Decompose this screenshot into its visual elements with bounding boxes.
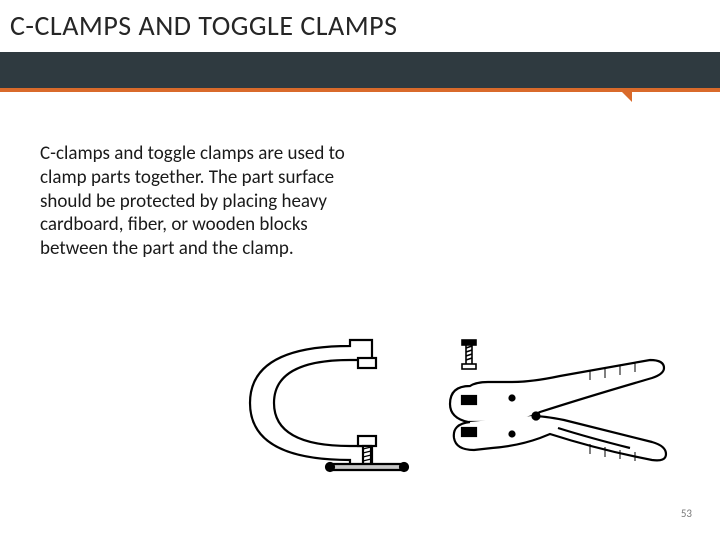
- logo-main-text: AER SPACE: [574, 31, 696, 55]
- slide-title: C-CLAMPS AND TOGGLE CLAMPS: [10, 8, 398, 43]
- slide-title-area: C-CLAMPS AND TOGGLE CLAMPS: [10, 8, 398, 43]
- c-clamp-icon: [250, 340, 408, 471]
- slide: C-CLAMPS AND TOGGLE CLAMPS COREPLUS AER S…: [0, 0, 720, 540]
- toggle-clamp-icon: [450, 340, 666, 461]
- clamps-illustration: [200, 328, 680, 478]
- logo-left: AER: [574, 31, 615, 55]
- logo-top-text: COREPLUS: [574, 18, 696, 29]
- brand-logo: COREPLUS AER SPACE: [574, 18, 696, 55]
- logo-globe-icon: [615, 31, 631, 55]
- logo-right: SPACE: [631, 31, 696, 55]
- header-orange-rule: [0, 88, 720, 92]
- header-orange-notch: [618, 88, 632, 102]
- page-number: 53: [681, 507, 692, 520]
- header-dark-strip: [0, 52, 720, 88]
- body-paragraph: C-clamps and toggle clamps are used to c…: [40, 142, 360, 261]
